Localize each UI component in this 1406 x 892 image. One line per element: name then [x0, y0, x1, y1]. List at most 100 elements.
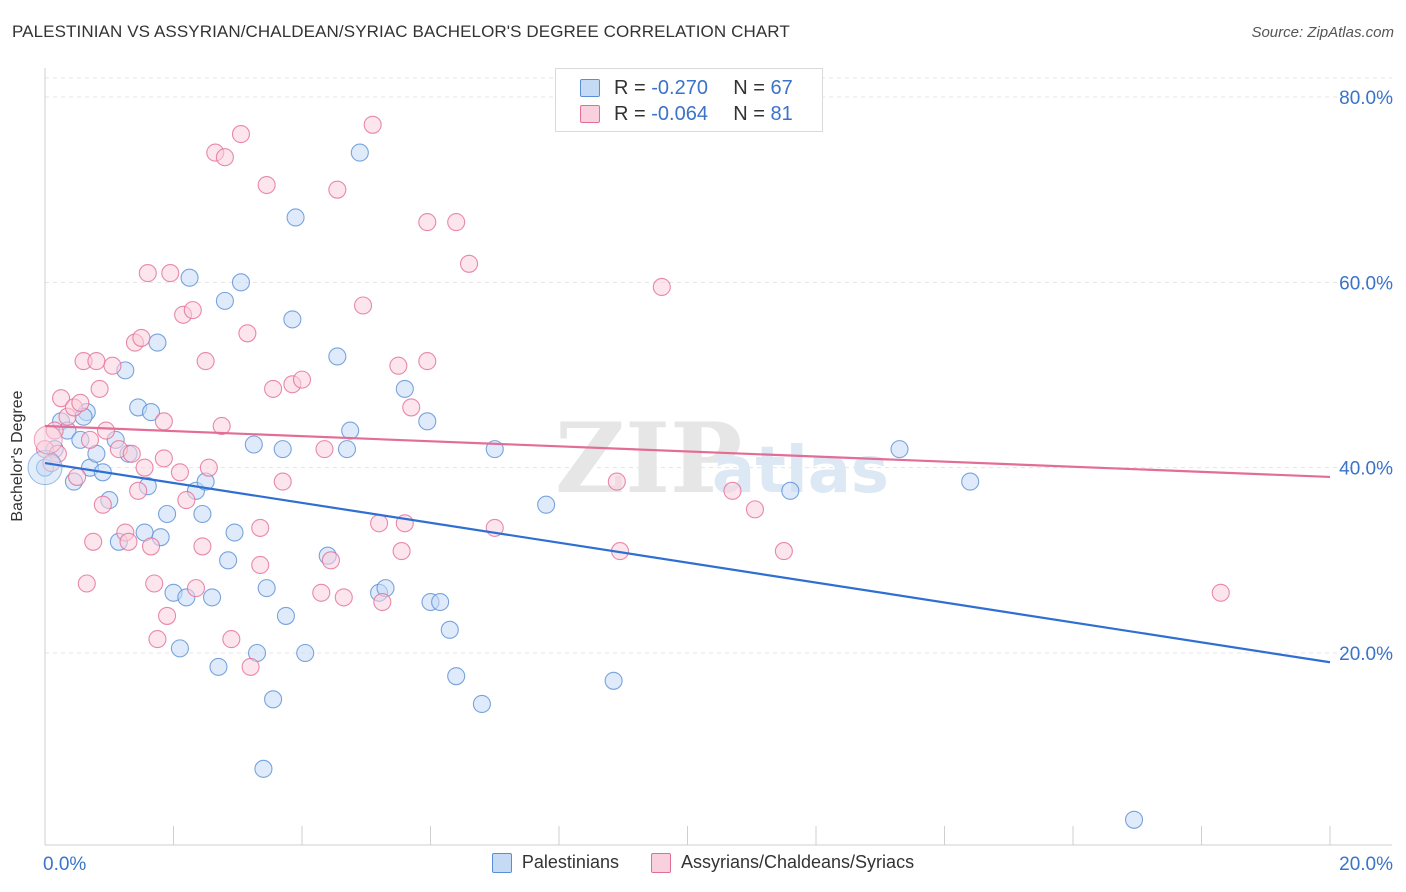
data-point [1211, 583, 1230, 602]
series-legend: Palestinians Assyrians/Chaldeans/Syriacs [0, 852, 1406, 873]
data-point [389, 356, 408, 375]
legend-n-value: 67 [770, 76, 793, 99]
x-tick-label: 20.0% [1339, 854, 1393, 875]
data-point [292, 370, 312, 389]
data-point [604, 671, 623, 690]
legend-n-label: N = [733, 76, 765, 99]
data-point [337, 440, 357, 459]
data-point [264, 690, 283, 709]
legend-r-value: -0.064 [651, 102, 708, 125]
data-point [27, 450, 63, 486]
data-point [402, 398, 421, 417]
y-tick-label: 80.0% [1339, 88, 1393, 109]
data-point [745, 500, 765, 519]
data-point [312, 583, 331, 602]
data-point [138, 264, 157, 283]
data-point [418, 352, 437, 371]
data-point [1124, 810, 1144, 829]
data-point [103, 356, 122, 375]
data-points [27, 115, 1230, 829]
y-tick-label: 60.0% [1339, 273, 1393, 294]
data-point [154, 449, 173, 468]
data-point [315, 440, 334, 459]
data-point [199, 458, 218, 477]
data-point [141, 537, 161, 556]
data-point [537, 495, 556, 514]
data-point [353, 296, 373, 315]
data-point [122, 444, 141, 463]
data-point [296, 643, 315, 663]
data-point [961, 472, 980, 491]
series-legend-item-palestinians[interactable]: Palestinians [491, 852, 619, 873]
data-point [180, 268, 199, 287]
data-point [90, 379, 109, 398]
data-point [158, 606, 177, 625]
chart-title: PALESTINIAN VS ASSYRIAN/CHALDEAN/SYRIAC … [12, 22, 790, 41]
series-legend-item-assyrians[interactable]: Assyrians/Chaldeans/Syriacs [650, 852, 914, 873]
data-point [774, 542, 793, 561]
data-point [723, 481, 742, 500]
data-point [132, 328, 151, 347]
data-point [68, 467, 87, 486]
data-point [341, 421, 360, 440]
tick-labels: 20.0% 40.0% 60.0% 80.0% 0.0% 20.0% [43, 88, 1393, 875]
data-point [241, 657, 260, 676]
data-point [440, 620, 459, 639]
trend-line-palestinians [44, 461, 1331, 664]
data-point [251, 555, 270, 575]
data-point [193, 504, 212, 524]
data-point [264, 379, 283, 398]
data-point [71, 393, 90, 412]
data-point [196, 352, 215, 371]
source-label: Source: ZipAtlas.com [1251, 24, 1394, 41]
legend-n-value: 81 [770, 102, 793, 125]
data-point [286, 208, 305, 227]
data-point [186, 579, 206, 598]
series-legend-label: Palestinians [521, 852, 619, 872]
series-legend-swatch [491, 852, 512, 873]
data-point [96, 421, 116, 440]
trend-lines [44, 424, 1331, 664]
data-point [781, 481, 800, 500]
data-point [33, 425, 63, 455]
legend-r-value: -0.270 [651, 76, 708, 99]
data-point [244, 435, 263, 454]
series-assyrians [35, 115, 1230, 676]
data-point [203, 588, 222, 607]
data-point [321, 551, 340, 570]
data-point [254, 759, 273, 778]
data-point [370, 514, 389, 533]
data-point [219, 551, 238, 570]
legend-swatch-assyrians [580, 105, 600, 123]
data-point [129, 481, 148, 500]
legend-swatch-palestinians [580, 79, 600, 97]
data-point [328, 347, 347, 366]
data-point [177, 491, 196, 510]
data-point [222, 630, 241, 649]
series-legend-swatch [650, 852, 671, 873]
data-point [80, 430, 100, 449]
legend-r-label: R = [614, 76, 646, 99]
data-point [158, 504, 177, 524]
data-point [212, 416, 231, 436]
data-point [84, 532, 103, 551]
data-point [154, 412, 173, 431]
trend-line-assyrians [44, 424, 1331, 479]
legend-r-label: R = [614, 102, 646, 125]
watermark-zip: ZIP [555, 402, 742, 515]
x-tick-label: 0.0% [43, 854, 86, 875]
data-point [251, 518, 270, 537]
data-point [119, 532, 138, 551]
data-point [652, 277, 671, 297]
data-point [273, 440, 292, 459]
data-point [607, 472, 626, 491]
data-point [472, 694, 491, 714]
legend-row-palestinians: R = -0.270 N = 67 [580, 75, 793, 101]
data-point [170, 463, 189, 482]
data-point [231, 125, 251, 144]
data-point [145, 574, 164, 593]
data-point [257, 175, 276, 195]
data-point [148, 333, 167, 352]
series-palestinians [35, 143, 1144, 829]
